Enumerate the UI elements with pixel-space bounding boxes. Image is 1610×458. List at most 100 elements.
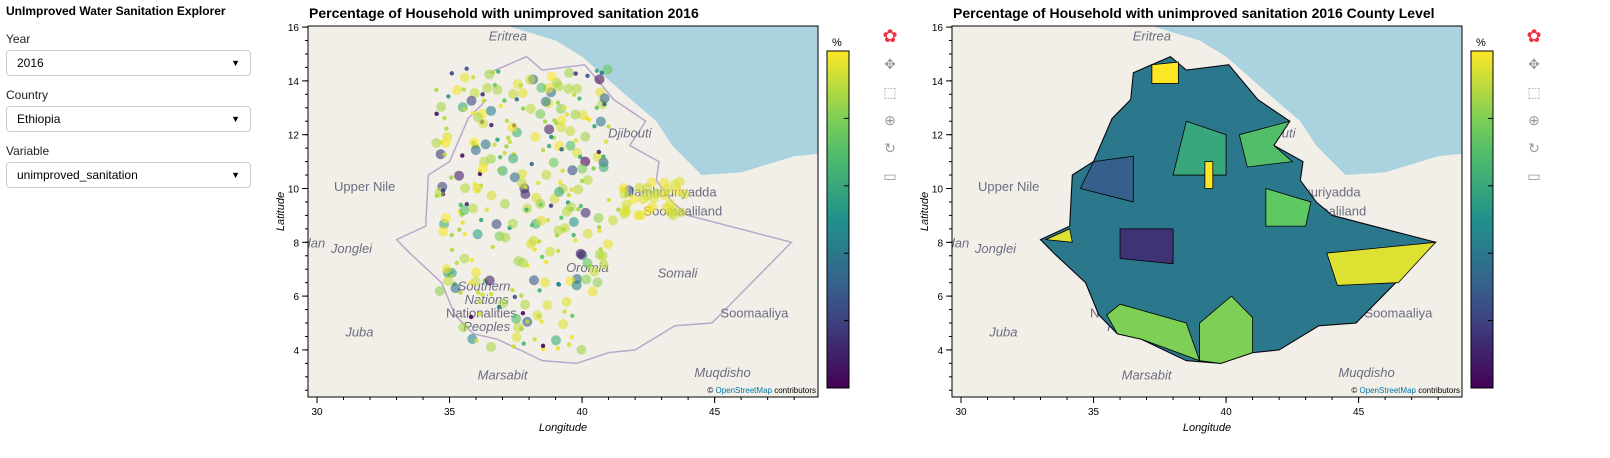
data-point xyxy=(471,267,482,278)
data-point xyxy=(536,215,547,226)
data-point xyxy=(486,190,497,201)
wheel-zoom-icon[interactable]: ⊕ xyxy=(884,111,896,128)
data-point xyxy=(486,105,497,116)
map-attribution: © OpenStreetMap contributors xyxy=(1351,386,1460,395)
pan-icon[interactable]: ✥ xyxy=(1528,55,1540,72)
basemap: EritreaDjiboutiJamhuuriyaddaSoomaaliland… xyxy=(948,26,1462,397)
map-plot-regions[interactable]: EritreaDjiboutiJamhuuriyaddaSoomaaliland… xyxy=(904,20,1504,458)
data-point xyxy=(543,83,554,94)
map-label: dan xyxy=(948,236,970,251)
data-point xyxy=(540,147,546,153)
data-point xyxy=(569,334,575,340)
data-point xyxy=(566,342,572,347)
y-tick-label: 6 xyxy=(937,292,943,303)
data-point xyxy=(446,94,451,99)
data-point xyxy=(518,257,529,268)
variable-value: unimproved_sanitation xyxy=(17,168,138,182)
data-point xyxy=(464,66,469,71)
chevron-down-icon: ▼ xyxy=(231,170,240,180)
data-point xyxy=(555,100,561,105)
reset-icon[interactable]: ↻ xyxy=(884,139,896,156)
region-county xyxy=(1079,155,1134,203)
hover-icon[interactable]: ▭ xyxy=(1527,167,1541,184)
data-point xyxy=(569,187,574,192)
data-point xyxy=(512,79,523,90)
box-zoom-icon[interactable]: ⬚ xyxy=(883,83,897,100)
year-select[interactable]: 2016 ▼ xyxy=(6,50,251,76)
variable-select[interactable]: unimproved_sanitation ▼ xyxy=(6,162,251,188)
data-point xyxy=(480,92,485,97)
app-title: UnImproved Water Sanitation Explorer xyxy=(6,4,226,18)
box-zoom-icon[interactable]: ⬚ xyxy=(1527,83,1541,100)
hover-icon[interactable]: ▭ xyxy=(883,167,897,184)
data-point xyxy=(548,203,554,208)
data-point xyxy=(466,95,477,106)
data-point xyxy=(621,199,632,210)
y-tick-label: 8 xyxy=(293,238,299,249)
x-tick-label: 35 xyxy=(1088,407,1100,418)
data-point xyxy=(532,337,537,342)
data-point xyxy=(477,299,482,304)
data-point xyxy=(443,275,454,286)
data-point xyxy=(573,184,584,195)
data-point xyxy=(529,161,534,167)
year-value: 2016 xyxy=(17,56,44,70)
data-point xyxy=(544,124,555,135)
data-point xyxy=(525,319,530,324)
data-point xyxy=(553,225,564,236)
region-county xyxy=(1199,295,1253,364)
map-label: Djibouti xyxy=(608,125,652,140)
y-tick-label: 12 xyxy=(932,131,944,142)
data-point xyxy=(436,101,447,112)
map-label: dan xyxy=(304,236,326,251)
data-point xyxy=(458,322,469,333)
data-point xyxy=(468,203,479,214)
data-point xyxy=(511,313,522,324)
map-plot-points[interactable]: EritreaDjiboutiJamhuuriyaddaSoomaaliland… xyxy=(260,20,860,458)
data-point xyxy=(587,286,598,297)
attribution-suffix: contributors xyxy=(772,386,816,395)
data-point xyxy=(502,150,507,156)
y-tick-label: 8 xyxy=(937,238,943,249)
data-point xyxy=(565,126,576,137)
attribution-suffix: contributors xyxy=(1416,386,1460,395)
chevron-down-icon: ▼ xyxy=(231,114,240,124)
data-point xyxy=(578,203,583,209)
data-point xyxy=(460,220,465,225)
reset-icon[interactable]: ↻ xyxy=(1528,139,1540,156)
data-point xyxy=(553,81,564,92)
data-point xyxy=(510,287,515,293)
x-tick-label: 40 xyxy=(1221,407,1233,418)
data-point xyxy=(591,166,596,171)
data-point xyxy=(541,169,552,180)
data-point xyxy=(484,275,495,286)
data-point xyxy=(449,71,455,76)
map-label: Soomaaliya xyxy=(720,306,789,321)
country-select[interactable]: Ethiopia ▼ xyxy=(6,106,251,132)
data-point xyxy=(535,108,546,119)
attribution-link[interactable]: OpenStreetMap xyxy=(1359,386,1416,395)
data-point xyxy=(556,122,567,133)
wheel-zoom-icon[interactable]: ⊕ xyxy=(1528,111,1540,128)
data-point xyxy=(598,247,603,252)
data-point xyxy=(460,183,471,194)
data-point xyxy=(532,247,537,252)
attribution-link[interactable]: OpenStreetMap xyxy=(715,386,772,395)
data-point xyxy=(672,186,683,197)
data-point xyxy=(589,266,600,277)
data-point xyxy=(576,344,587,355)
data-point xyxy=(649,192,660,203)
y-tick-label: 14 xyxy=(288,77,300,88)
region-county xyxy=(1044,228,1073,243)
bokeh-logo-icon: ✿ xyxy=(882,25,898,46)
pan-icon[interactable]: ✥ xyxy=(884,55,896,72)
data-point xyxy=(506,135,511,141)
data-point xyxy=(530,131,541,142)
data-point xyxy=(606,124,611,129)
data-point xyxy=(434,193,440,198)
sea-red-sea-gulf-of-aden xyxy=(507,26,818,176)
data-point xyxy=(599,93,610,104)
data-point xyxy=(621,206,632,217)
data-point xyxy=(492,142,497,147)
data-point xyxy=(442,116,447,121)
